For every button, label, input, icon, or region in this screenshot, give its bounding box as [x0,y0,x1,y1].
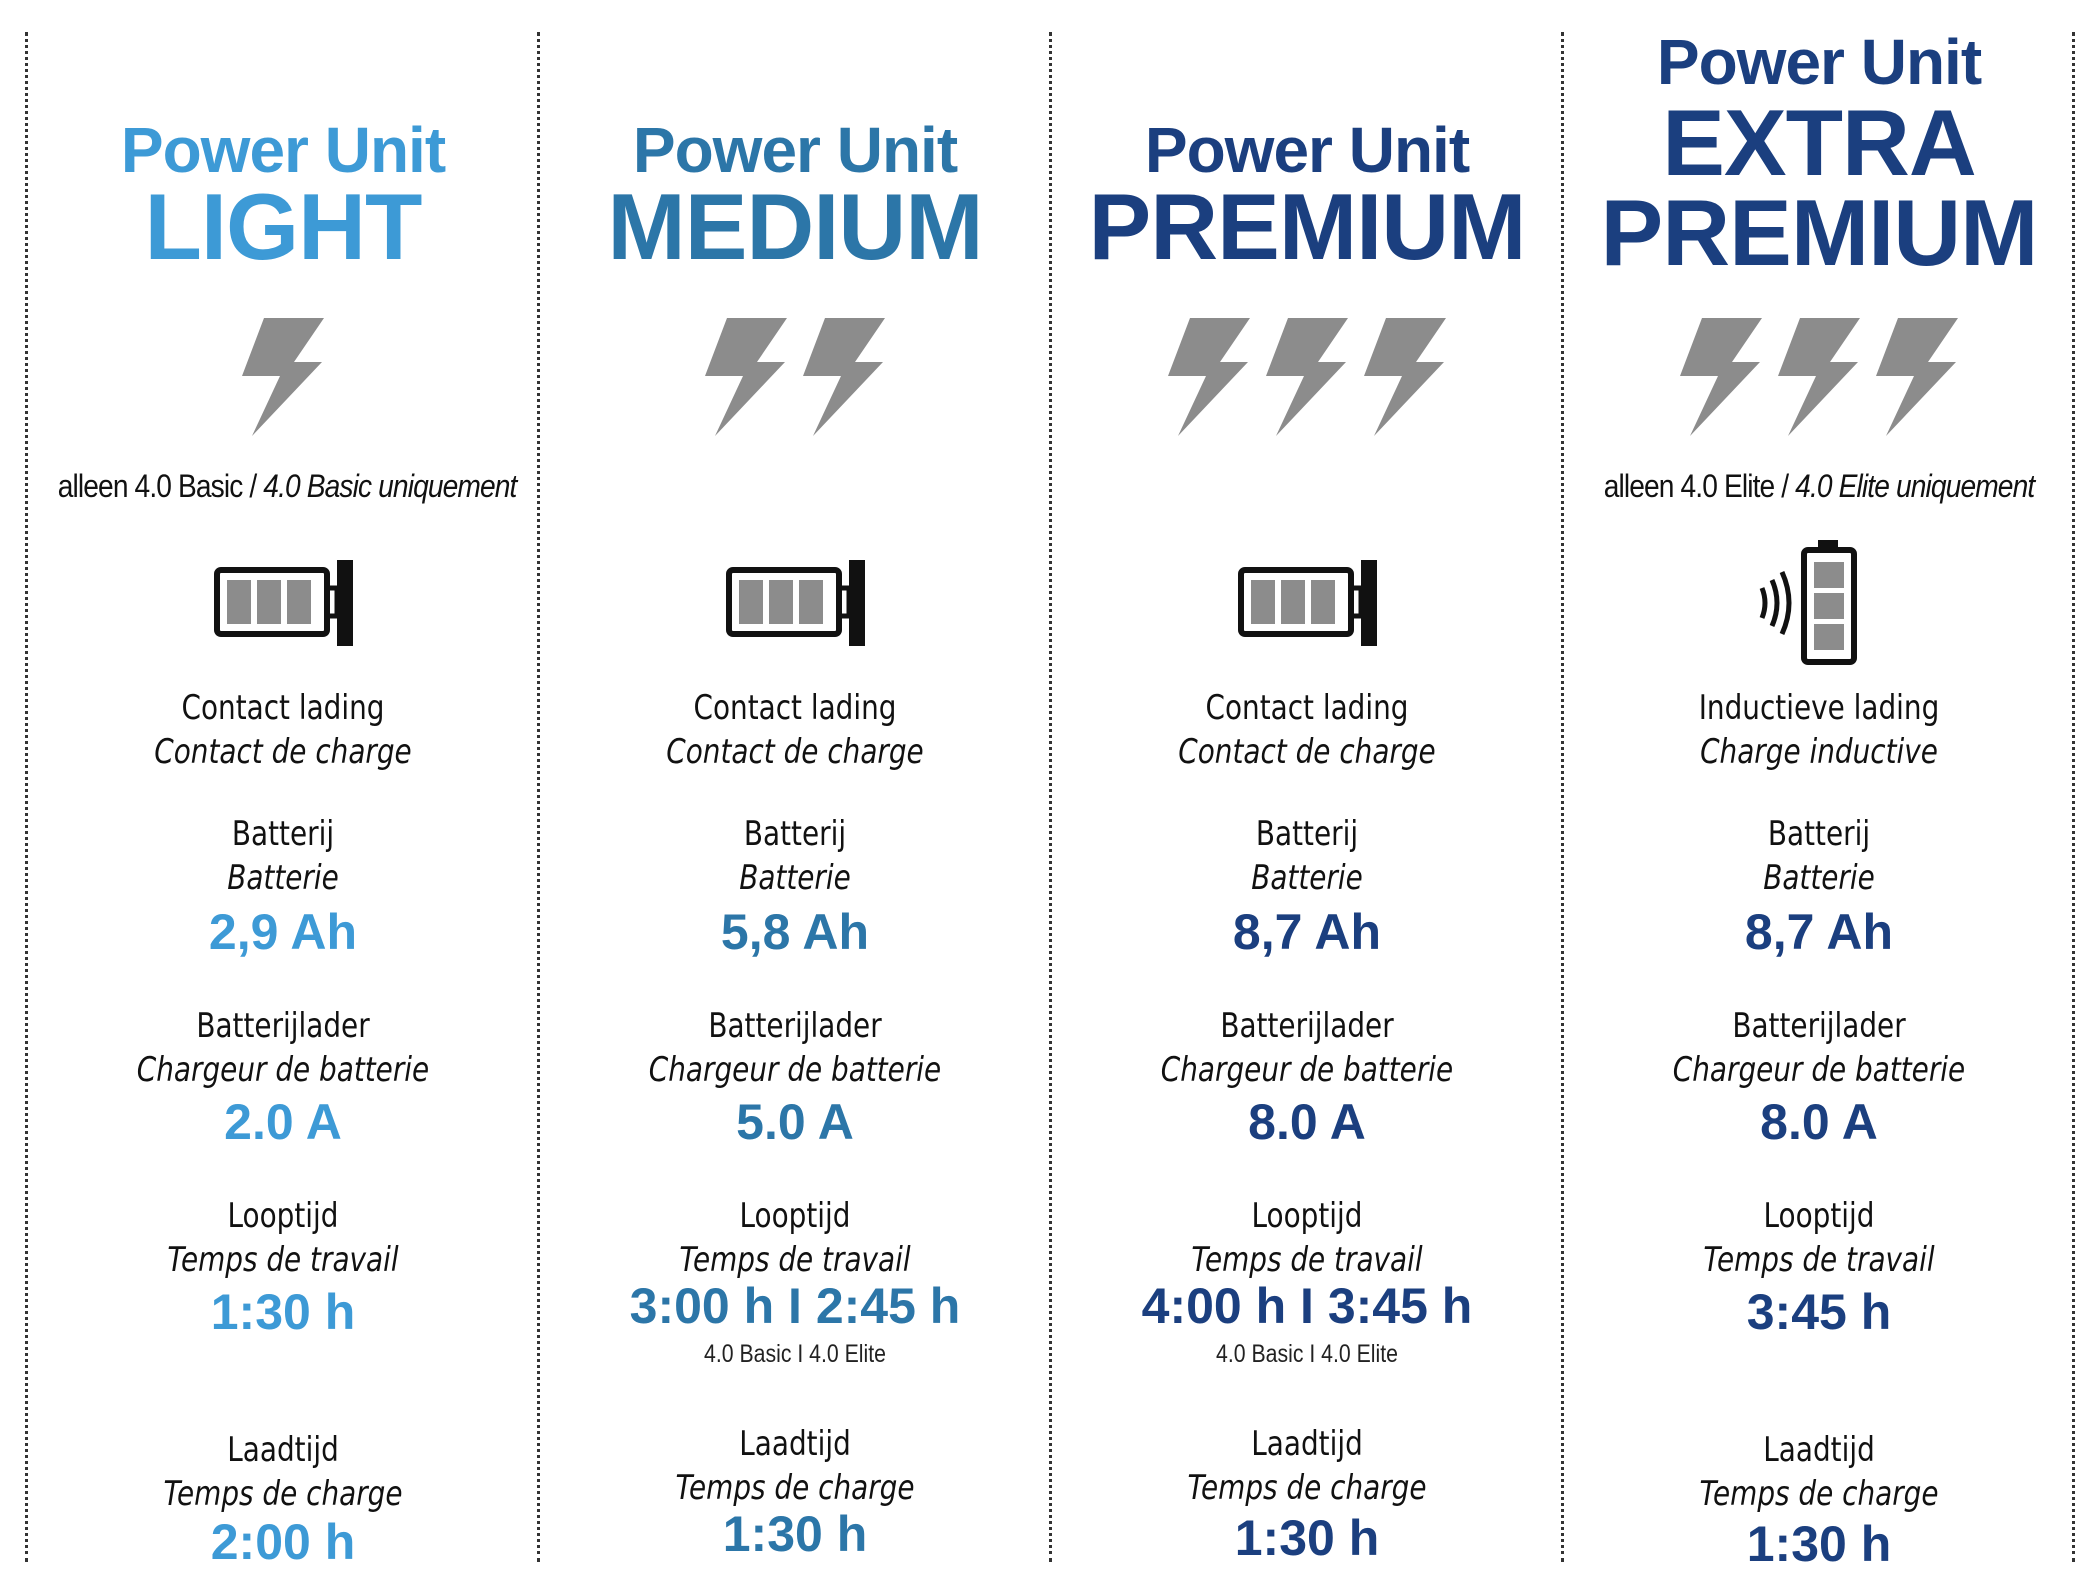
charger-value: 5.0 A [736,1094,854,1150]
battery-value: 8,7 Ah [1744,904,1894,960]
charger-label-nl: Batterijlader [1732,1006,1906,1046]
battery-label-fr: Batterie [227,858,339,898]
charge-type-fr: Charge inductive [1700,732,1938,772]
column-divider [537,32,540,1562]
runtime-label-nl: Looptijd [227,1196,339,1236]
charger-value: 8.0 A [1760,1094,1878,1150]
lightning-bolt-icon [1167,318,1250,436]
battery-value: 2,9 Ah [208,904,358,960]
battery-inductive-icon [1563,540,2075,671]
compatibility-note: alleen 4.0 Basic / 4.0 Basic uniquement [57,468,518,504]
lightning-bolt-icon [1778,318,1860,436]
battery-label-fr: Batterie [739,858,851,898]
chargetime-label-fr: Temps de charge [675,1468,915,1508]
runtime-label-nl: Looptijd [1763,1196,1875,1236]
charge-type-fr: Contact de charge [154,732,412,772]
title-line1: Power Unit [1144,114,1470,186]
column-power-unit-premium: Power Unit PREMIUM Contact lading Contac… [1051,0,1563,1590]
title-line1: Power Unit [120,114,446,186]
column-divider [25,32,28,1562]
chargetime-label-nl: Laadtijd [227,1430,339,1470]
battery-contact-icon [539,558,1051,653]
charger-label-fr: Chargeur de batterie [1160,1050,1454,1090]
lightning-bolt-icon [803,318,886,436]
bolt-group [1563,318,2075,438]
lightning-bolt-icon [1876,318,1959,436]
chargetime-label-nl: Laadtijd [739,1424,851,1464]
charger-value: 8.0 A [1248,1094,1366,1150]
battery-value: 5,8 Ah [720,904,870,960]
battery-label-nl: Batterij [743,814,847,854]
battery-label-nl: Batterij [1255,814,1359,854]
chargetime-value: 1:30 h [1234,1510,1380,1566]
charger-label-nl: Batterijlader [196,1006,370,1046]
runtime-label-fr: Temps de travail [1703,1240,1935,1280]
chargetime-label-fr: Temps de charge [163,1474,403,1514]
chargetime-value: 1:30 h [722,1506,868,1562]
battery-contact-icon [27,558,539,653]
charger-label-fr: Chargeur de batterie [136,1050,430,1090]
bolt-group [539,318,1051,438]
title-line2: PREMIUM [1088,174,1527,279]
charge-type-fr: Contact de charge [1178,732,1436,772]
charger-label-fr: Chargeur de batterie [1672,1050,1966,1090]
charge-type-nl: Inductieve lading [1698,688,1940,728]
battery-label-nl: Batterij [1767,814,1871,854]
charger-value: 2.0 A [224,1094,342,1150]
title-line2: MEDIUM [607,174,983,279]
runtime-label-fr: Temps de travail [1191,1240,1423,1280]
column-power-unit-extra-premium: Power Unit EXTRA PREMIUM alleen 4.0 Elit… [1563,0,2075,1590]
runtime-value: 1:30 h [210,1284,356,1340]
runtime-label-nl: Looptijd [1251,1196,1363,1236]
column-power-unit-medium: Power Unit MEDIUM Contact lading Contact… [539,0,1051,1590]
battery-label-fr: Batterie [1763,858,1875,898]
runtime-value: 3:45 h [1746,1284,1892,1340]
charge-type-nl: Contact lading [1205,688,1409,728]
bolt-group [1051,318,1563,438]
title-line1: Power Unit [632,114,958,186]
chargetime-label-nl: Laadtijd [1763,1430,1875,1470]
bolt-group [27,318,539,438]
charger-label-fr: Chargeur de batterie [648,1050,942,1090]
runtime-label-fr: Temps de travail [679,1240,911,1280]
charger-label-nl: Batterijlader [1220,1006,1394,1046]
runtime-note: 4.0 Basic I 4.0 Elite [704,1340,886,1368]
chargetime-label-fr: Temps de charge [1699,1474,1939,1514]
battery-label-fr: Batterie [1251,858,1363,898]
lightning-bolt-icon [704,318,787,436]
chargetime-label-fr: Temps de charge [1187,1468,1427,1508]
title-line3: PREMIUM [1600,180,2039,285]
chargetime-label-nl: Laadtijd [1251,1424,1363,1464]
lightning-bolt-icon [1679,318,1762,436]
charge-type-nl: Contact lading [693,688,897,728]
lightning-bolt-icon [1364,318,1447,436]
column-divider [1049,32,1052,1562]
battery-contact-icon [1051,558,1563,653]
compatibility-note: alleen 4.0 Elite / 4.0 Elite uniquement [1603,468,2036,504]
chargetime-value: 2:00 h [210,1514,356,1570]
title-line2: LIGHT [144,174,423,279]
lightning-bolt-icon [242,318,324,436]
chargetime-value: 1:30 h [1746,1516,1892,1572]
column-divider [2072,32,2075,1562]
runtime-label-nl: Looptijd [739,1196,851,1236]
battery-value: 8,7 Ah [1232,904,1382,960]
runtime-note: 4.0 Basic I 4.0 Elite [1216,1340,1398,1368]
title-line1: Power Unit [1656,26,1982,98]
charger-label-nl: Batterijlader [708,1006,882,1046]
runtime-label-fr: Temps de travail [167,1240,399,1280]
column-power-unit-light: Power Unit LIGHT alleen 4.0 Basic / 4.0 … [27,0,539,1590]
charge-type-fr: Contact de charge [666,732,924,772]
column-divider [1561,32,1564,1562]
runtime-value: 3:00 h I 2:45 h [629,1278,961,1334]
charge-type-nl: Contact lading [181,688,385,728]
title-line2: EXTRA [1662,90,1977,195]
runtime-value: 4:00 h I 3:45 h [1141,1278,1473,1334]
lightning-bolt-icon [1266,318,1348,436]
battery-label-nl: Batterij [231,814,335,854]
